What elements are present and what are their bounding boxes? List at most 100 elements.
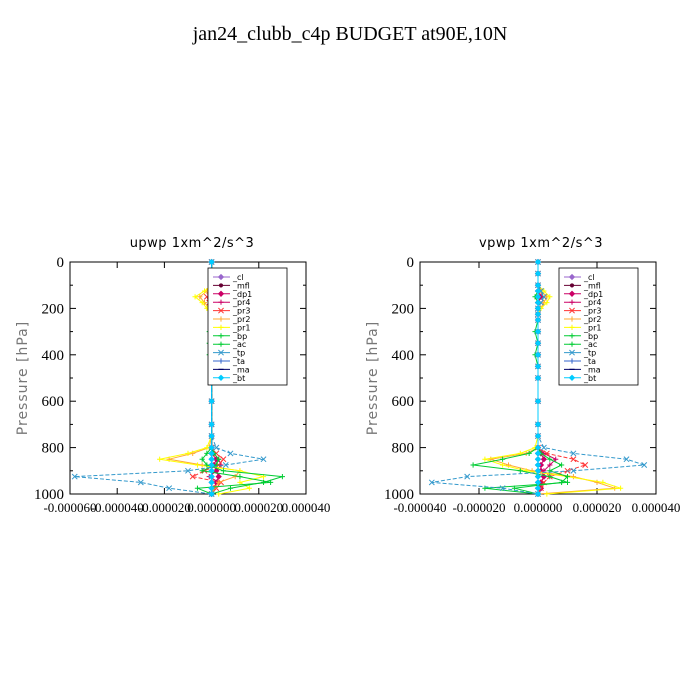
vpwp-point-bt <box>534 473 542 480</box>
vpwp-point-bt <box>534 374 542 382</box>
upwp-legend-entry: _pr1 <box>213 323 250 332</box>
vpwp-point-bt <box>534 398 542 405</box>
upwp-point-pr2 <box>197 294 203 300</box>
vpwp-point-bt <box>534 305 542 312</box>
vpwp-point-bt <box>534 461 542 469</box>
vpwp-x-tick-label: 0.000040 <box>632 500 681 515</box>
upwp-point-ac <box>216 456 222 462</box>
vpwp-point-bt <box>534 450 542 457</box>
vpwp-point-bt <box>534 421 542 428</box>
vpwp-legend-entry: _pr2 <box>564 315 601 324</box>
vpwp-legend-entry: _cl <box>564 273 595 282</box>
upwp-legend-label: _ac <box>232 340 246 349</box>
upwp-x-tick-label: 0.000000 <box>187 500 236 515</box>
vpwp-point-pr1 <box>541 288 547 294</box>
upwp-point-pr2 <box>216 479 222 485</box>
upwp-legend-entry: _dp1 <box>213 290 252 299</box>
upwp-point-bt <box>208 450 215 457</box>
upwp-point-tp <box>137 479 144 486</box>
upwp-point-pr1 <box>192 294 198 300</box>
vpwp-point-bp <box>547 474 553 480</box>
vpwp-legend-marker <box>569 333 575 339</box>
upwp-point-bp <box>227 485 234 491</box>
vpwp-series-layer <box>428 258 648 498</box>
vpwp-point-bt <box>534 311 542 318</box>
upwp-legend-label: _pr4 <box>232 298 250 307</box>
upwp-point-bt <box>208 479 215 486</box>
upwp-legend-marker <box>218 283 224 288</box>
upwp-point-pr3 <box>189 473 196 480</box>
upwp-point-pr1 <box>185 450 191 456</box>
upwp-point-pr1 <box>201 288 208 294</box>
upwp-legend-label: _mfl <box>232 281 250 290</box>
upwp-y-tick-label: 400 <box>42 348 65 364</box>
vpwp-point-tp <box>641 462 648 468</box>
upwp-point-bt <box>208 473 215 480</box>
vpwp-point-bt <box>534 287 542 295</box>
vpwp-legend-entry: _pr3 <box>564 307 601 316</box>
vpwp-legend-label: _cl <box>583 273 595 282</box>
vpwp-point-bt <box>534 479 542 486</box>
upwp-point-tp <box>222 462 229 468</box>
vpwp-y-tick-label: 800 <box>392 441 415 457</box>
vpwp-legend-marker <box>569 307 575 314</box>
upwp-point-bt <box>208 490 215 498</box>
upwp-x-tick-label: -0.000060 <box>43 500 96 515</box>
vpwp-legend-label: _mfl <box>583 281 601 290</box>
upwp-legend-entry: _bp <box>213 332 247 341</box>
vpwp-point-pr2 <box>529 468 535 474</box>
vpwp-point-bt <box>534 299 542 306</box>
vpwp-y-tick-label: 600 <box>392 394 415 410</box>
upwp-legend-marker <box>218 316 224 322</box>
vpwp-point-tp <box>499 485 506 492</box>
vpwp-point-ac <box>559 462 565 468</box>
upwp-legend-entry: _ta <box>213 357 245 366</box>
upwp-point-pr1 <box>237 479 243 485</box>
vpwp-point-pr2 <box>570 474 576 480</box>
upwp-y-tick-label: 0 <box>57 255 65 271</box>
upwp-point-ac <box>194 485 201 491</box>
upwp-point-bt <box>208 432 215 440</box>
upwp-point-tp <box>185 467 191 474</box>
upwp-legend-marker <box>217 290 225 297</box>
upwp-point-tp <box>227 450 234 457</box>
vpwp-x-tick-label: 0.000020 <box>573 500 622 515</box>
vpwp-x-tick-label: 0.000000 <box>514 500 563 515</box>
vpwp-point-pr1 <box>618 485 624 491</box>
upwp-x-tick-label: -0.000040 <box>91 500 144 515</box>
vpwp-legend-entry: _ta <box>564 357 596 366</box>
vpwp-point-pr1 <box>600 479 606 485</box>
vpwp-legend-entry: _tp <box>564 349 596 358</box>
upwp-point-tp <box>260 456 267 463</box>
upwp-legend-label: _pr2 <box>232 315 250 324</box>
upwp-legend-entry: _ma <box>213 365 250 374</box>
vpwp-legend-marker <box>569 316 575 322</box>
vpwp-point-bt <box>534 351 542 358</box>
upwp-point-ac <box>237 474 243 480</box>
vpwp-point-tp <box>570 467 577 474</box>
upwp-legend: _cl_mfl_dp1_pr4_pr3_pr2_pr1_bp_ac_tp_ta_… <box>207 267 288 386</box>
vpwp-legend-label: _dp1 <box>583 290 603 299</box>
vpwp-point-dp1 <box>540 456 548 463</box>
vpwp-point-bt <box>534 485 542 492</box>
upwp-legend-label: _pr1 <box>232 323 250 332</box>
vpwp-panel-title: vpwp 1xm^2/s^3 <box>479 236 603 251</box>
upwp-point-tp <box>213 444 220 451</box>
vpwp-point-pr1 <box>500 462 506 468</box>
vpwp-legend-label: _pr1 <box>583 323 601 332</box>
upwp-legend-label: _dp1 <box>232 290 252 299</box>
vpwp-legend-label: _pr4 <box>583 298 601 307</box>
vpwp-point-bt <box>534 490 542 498</box>
vpwp-point-bt <box>534 340 542 347</box>
upwp-legend-label: _bp <box>232 332 247 341</box>
upwp-panel: upwp 1xm^2/s^3 Pressure [hPa] 0 200 400 600… <box>15 236 330 515</box>
vpwp-series-bt <box>534 258 542 498</box>
vpwp-point-pr2 <box>594 479 600 485</box>
upwp-legend-marker <box>218 307 224 314</box>
upwp-legend-label: _cl <box>232 273 244 282</box>
upwp-point-dp1 <box>215 473 222 480</box>
vpwp-legend-label: _ta <box>583 357 596 366</box>
vpwp-series-bp <box>470 259 571 497</box>
vpwp-legend-entry: _bt <box>564 374 596 383</box>
vpwp-point-pr1 <box>547 294 553 300</box>
